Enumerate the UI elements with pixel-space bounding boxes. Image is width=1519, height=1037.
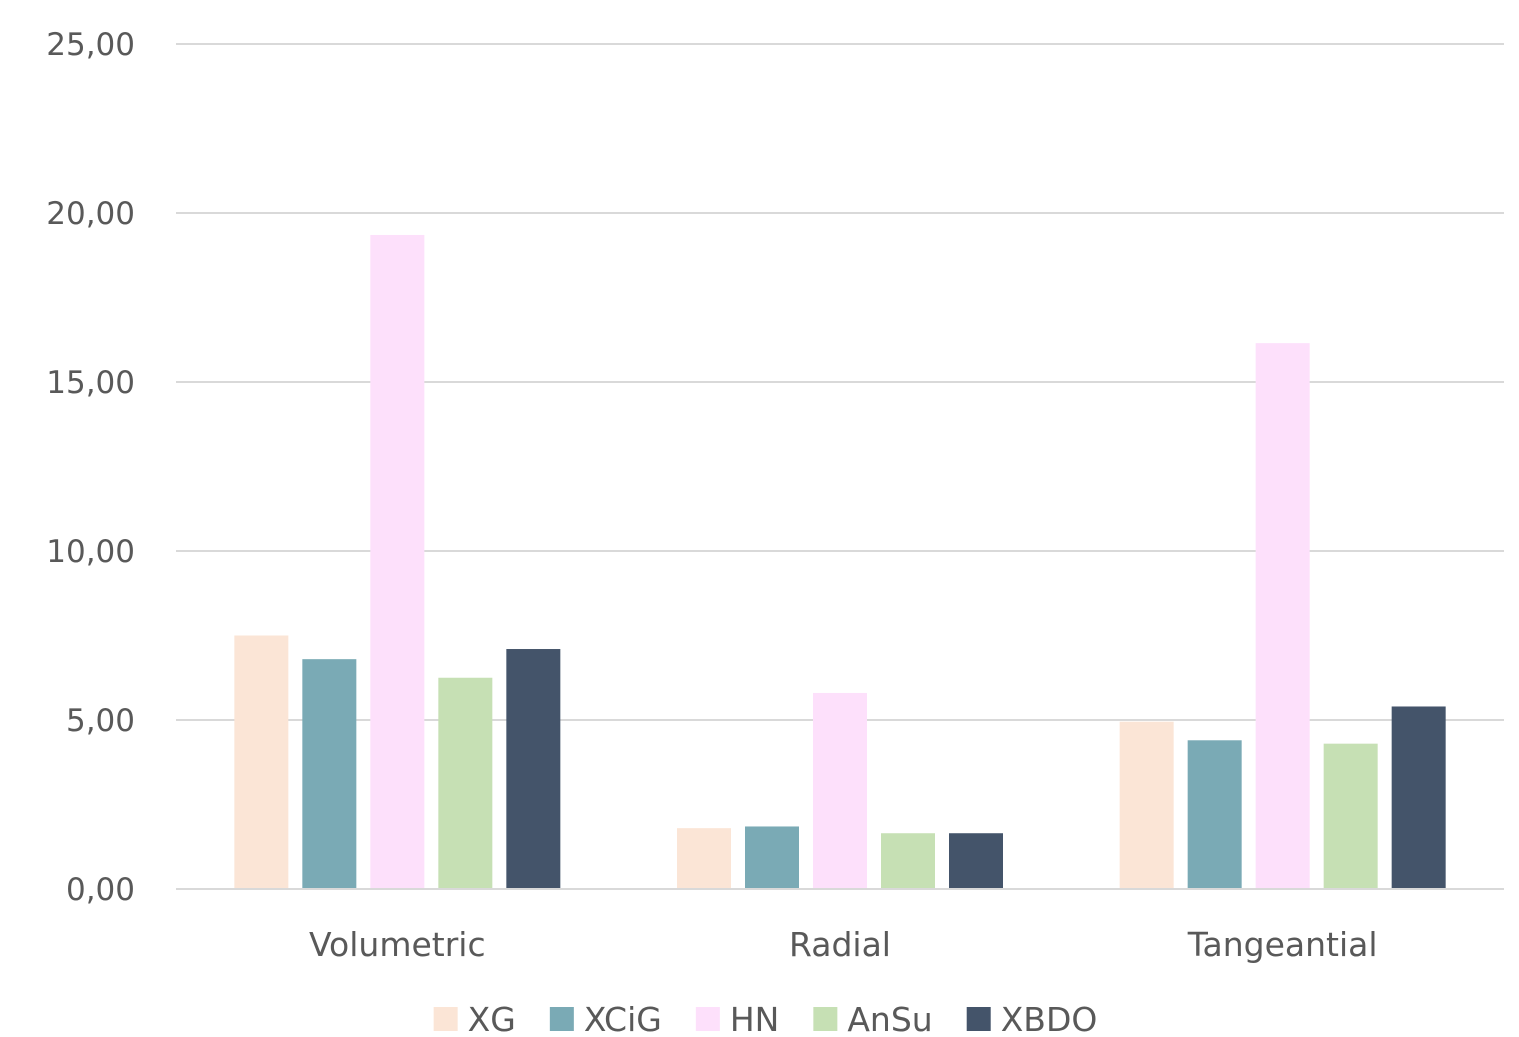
bar-xbdo-radial xyxy=(949,833,1003,889)
bar-xcig-radial xyxy=(745,826,799,889)
bars xyxy=(176,234,1504,890)
bar-xcig-volumetric xyxy=(302,659,357,889)
bar-ansu-tangeantial xyxy=(1323,743,1378,889)
legend-swatch-xg xyxy=(433,1007,458,1031)
bar-hn-volumetric xyxy=(370,234,425,890)
legend-item-ansu: AnSu xyxy=(813,1000,933,1037)
legend-item-xbdo: XBDO xyxy=(966,1000,1098,1037)
bar-xcig-tangeantial xyxy=(1187,740,1242,889)
bar-hn-radial xyxy=(813,692,867,889)
legend-swatch-xcig xyxy=(549,1007,574,1031)
bar-ansu-radial xyxy=(881,833,935,889)
bar-xg-volumetric xyxy=(234,635,289,889)
category-label-tangeantial: Tangeantial xyxy=(1187,925,1378,964)
y-axis-tick-labels: 0,00 5,00 10,00 15,00 20,00 25,00 xyxy=(46,27,135,908)
legend-label-xg: XG xyxy=(468,1000,516,1037)
bar-ansu-volumetric xyxy=(438,677,493,889)
y-tick-label: 10,00 xyxy=(46,534,135,570)
bar-xbdo-tangeantial xyxy=(1391,706,1446,889)
y-tick-label: 25,00 xyxy=(46,27,135,63)
legend-swatch-hn xyxy=(695,1007,720,1031)
legend-label-ansu: AnSu xyxy=(847,1000,932,1037)
legend: XG XCiG HN AnSu XBDO xyxy=(433,1000,1098,1037)
legend-item-hn: HN xyxy=(695,1000,780,1037)
bar-xg-tangeantial xyxy=(1119,721,1174,889)
y-tick-label: 5,00 xyxy=(66,703,135,739)
legend-item-xg: XG xyxy=(433,1000,516,1037)
legend-label-xbdo: XBDO xyxy=(1001,1000,1098,1037)
bar-xbdo-volumetric xyxy=(506,649,561,889)
legend-item-xcig: XCiG xyxy=(549,1000,662,1037)
category-label-volumetric: Volumetric xyxy=(309,925,486,964)
bar-hn-tangeantial xyxy=(1255,343,1310,889)
legend-swatch-xbdo xyxy=(966,1007,991,1031)
bar-xg-radial xyxy=(677,828,731,889)
legend-swatch-ansu xyxy=(813,1007,838,1031)
x-axis-category-labels: Volumetric Radial Tangeantial xyxy=(309,925,1377,964)
legend-label-xcig: XCiG xyxy=(584,1000,662,1037)
y-tick-label: 15,00 xyxy=(46,365,135,401)
legend-label-hn: HN xyxy=(730,1000,780,1037)
y-tick-label: 20,00 xyxy=(46,196,135,232)
category-label-radial: Radial xyxy=(789,925,891,964)
y-tick-label: 0,00 xyxy=(66,872,135,908)
